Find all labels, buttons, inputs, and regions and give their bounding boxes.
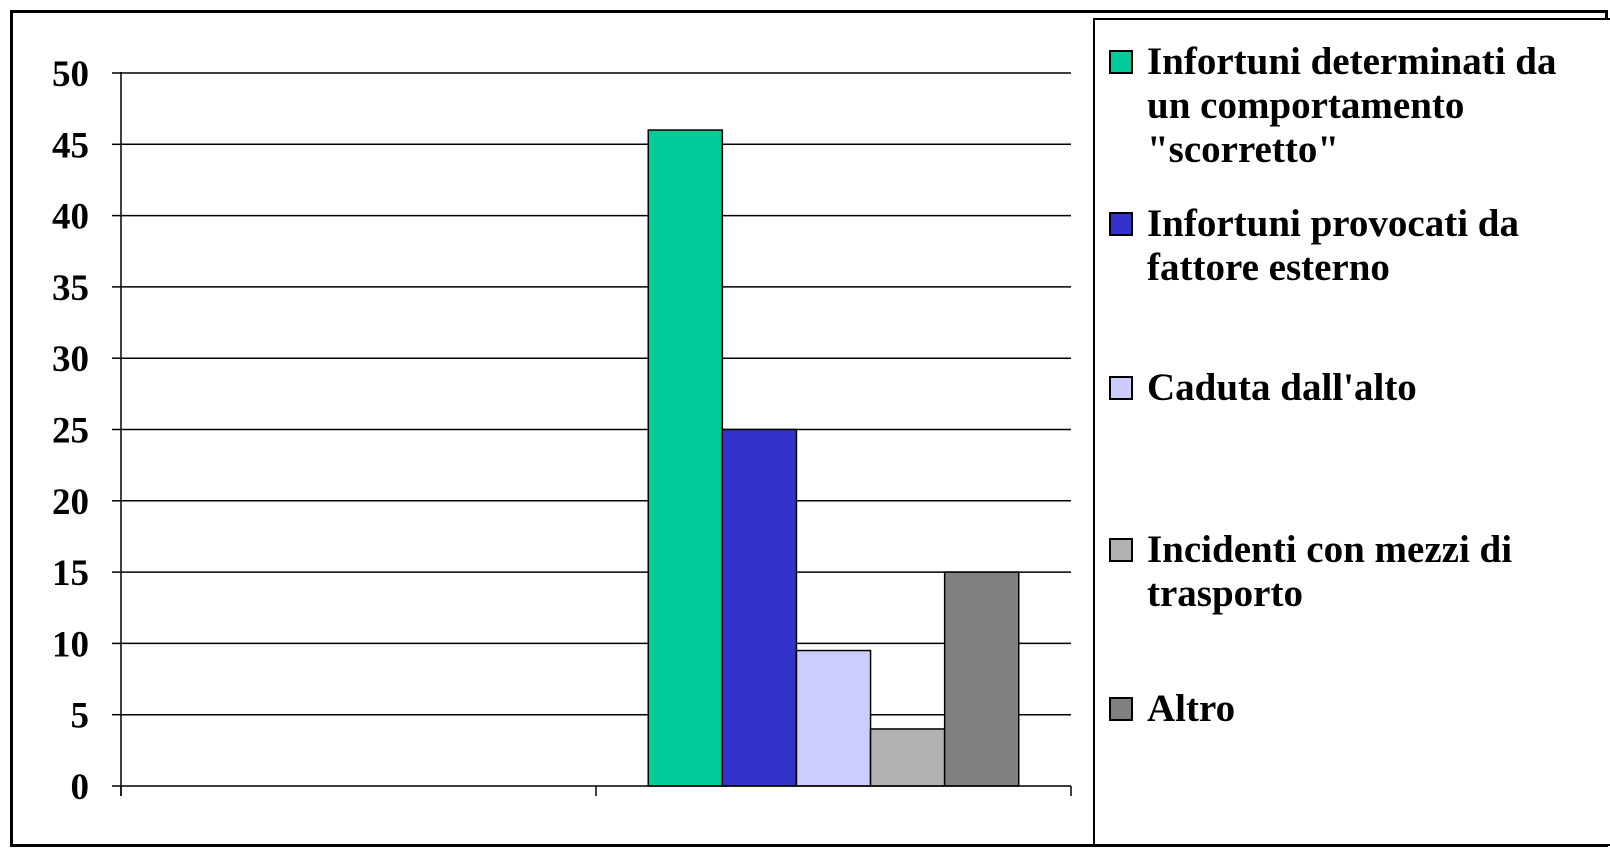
y-tick-label: 10 — [52, 624, 89, 665]
legend-label: Caduta dall'alto — [1147, 366, 1417, 409]
bar — [869, 728, 946, 787]
bar — [795, 649, 872, 787]
y-tick-label: 0 — [71, 767, 90, 808]
y-tick-label: 5 — [71, 696, 90, 737]
axes — [112, 72, 1072, 796]
legend-label: Infortuni determinati da un comportament… — [1147, 40, 1557, 171]
y-tick-label: 20 — [52, 482, 89, 523]
legend-swatch-icon — [1109, 50, 1133, 74]
y-tick-label: 25 — [52, 411, 89, 452]
legend-swatch-icon — [1109, 212, 1133, 236]
y-tick-label: 45 — [52, 125, 89, 166]
bars — [647, 129, 1020, 787]
legend-label: Incidenti con mezzi di trasporto — [1147, 528, 1513, 615]
gridlines — [121, 72, 1071, 716]
legend-swatch-icon — [1109, 697, 1133, 721]
y-tick-label: 35 — [52, 268, 89, 309]
y-tick-label: 50 — [52, 54, 89, 95]
bar — [943, 571, 1020, 787]
bar — [647, 129, 724, 787]
legend-swatch-icon — [1109, 538, 1133, 562]
bar — [721, 428, 798, 787]
y-tick-label: 15 — [52, 553, 89, 594]
legend-label: Altro — [1147, 687, 1236, 730]
y-tick-label: 40 — [52, 197, 89, 238]
legend-swatch-icon — [1109, 376, 1133, 400]
legend: Infortuni determinati da un comportament… — [1093, 18, 1610, 846]
y-tick-labels: 0 5 10 15 20 25 30 35 40 45 50 — [52, 54, 89, 808]
legend-label: Infortuni provocati da fattore esterno — [1147, 202, 1519, 289]
y-tick-label: 30 — [52, 339, 89, 380]
